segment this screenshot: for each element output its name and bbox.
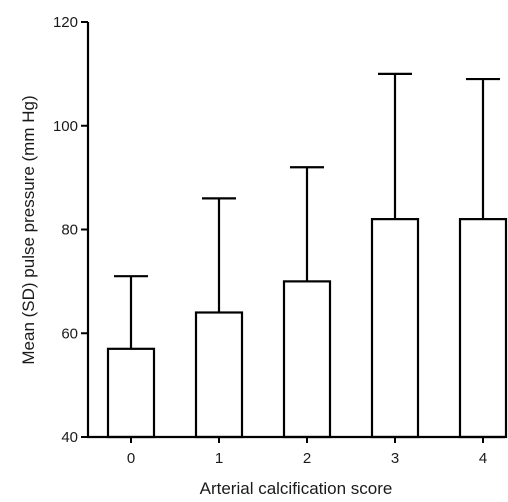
error-bar-3	[378, 72, 412, 220]
y-axis-label: Mean (SD) pulse pressure (mm Hg)	[19, 95, 38, 364]
y-tick-label-60: 60	[61, 325, 78, 342]
x-tick-label-2: 2	[303, 450, 311, 467]
x-tick-label-3: 3	[391, 450, 399, 467]
error-bars	[114, 72, 500, 349]
error-bar-0	[114, 275, 148, 349]
error-bar-1	[202, 197, 236, 313]
y-tick-label-120: 120	[53, 14, 78, 31]
y-tick-label-80: 80	[61, 222, 78, 239]
x-tick-label-0: 0	[127, 450, 135, 467]
bar-0	[106, 347, 156, 439]
axes: 0 1 2 3 4 40 60 80 100 120	[53, 14, 505, 467]
bar-3	[370, 218, 420, 439]
x-axis-label: Arterial calcification score	[200, 479, 393, 498]
y-tick-label-40: 40	[61, 429, 78, 446]
x-tick-label-4: 4	[479, 450, 487, 467]
y-tick-label-100: 100	[53, 118, 78, 135]
x-tick-label-1: 1	[215, 450, 223, 467]
bar-1	[194, 311, 244, 439]
error-bar-2	[290, 166, 324, 282]
error-bar-4	[466, 77, 500, 220]
bar-4	[458, 218, 508, 439]
bar-2	[282, 280, 332, 439]
